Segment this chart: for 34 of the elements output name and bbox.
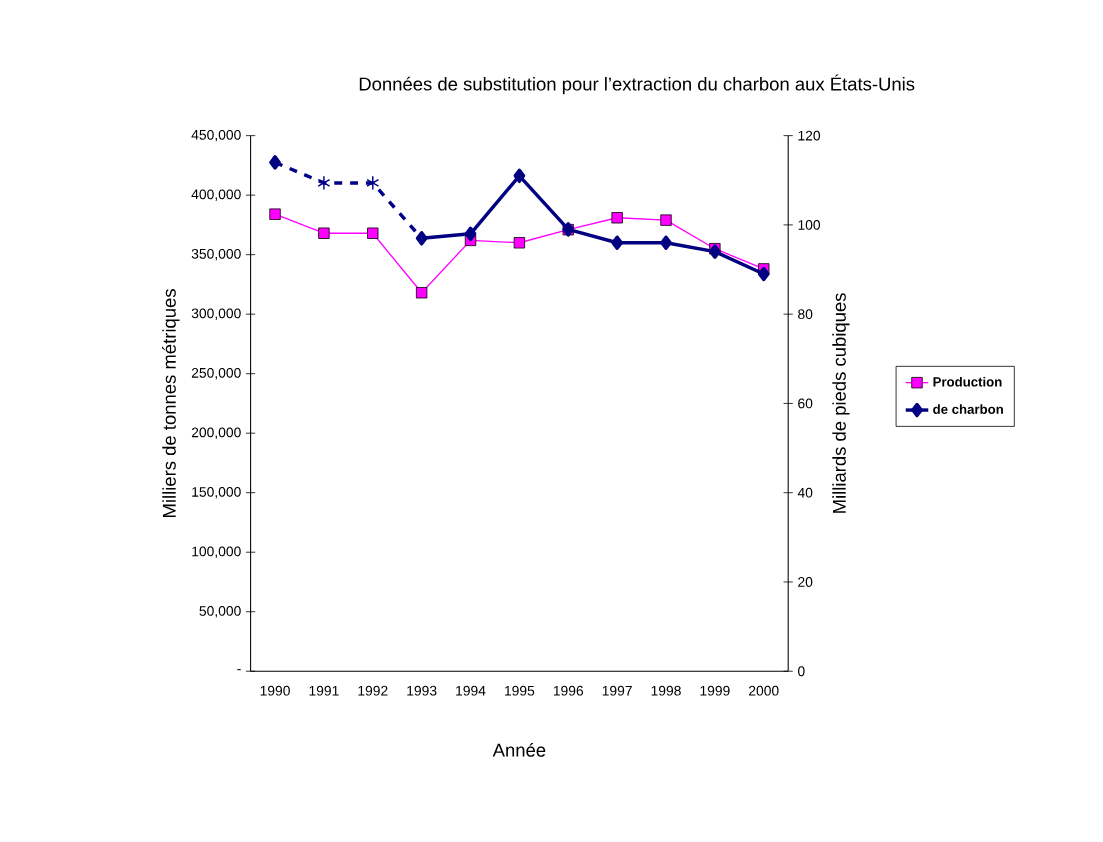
y2-tick-label: 80: [798, 309, 813, 320]
x-tick-label: 1996: [553, 686, 584, 696]
y-axis-title: Milliers de tonnes métriques: [162, 289, 180, 518]
y-tick-label: 350,000: [191, 249, 241, 261]
x-tick-label: 1999: [700, 686, 730, 696]
y-tick-label: 50,000: [199, 606, 241, 618]
y2-axis-title: Milliards de pieds cubiques: [832, 293, 850, 514]
chart-title: Données de substitution pour l’extraction du charbon aux États-Unis: [359, 74, 915, 95]
x-tick-label: 1994: [456, 686, 486, 696]
y2-tick-label: 100: [798, 220, 821, 231]
x-tick-label: 1995: [505, 686, 535, 696]
y2-tick-label: 20: [798, 577, 813, 588]
y-tick-label: 100,000: [192, 546, 241, 559]
x-tick-label: 1992: [358, 686, 388, 696]
y2-tick-label: 60: [798, 398, 813, 409]
legend-label: de charbon: [933, 404, 1003, 415]
x-tick-label: 1997: [602, 686, 632, 696]
y-tick-label: 450,000: [191, 130, 241, 142]
y-tick-label: 400,000: [191, 189, 241, 202]
legend-label: Production: [933, 377, 1002, 387]
y-tick-label: -: [237, 669, 241, 671]
y-tick-label: 150,000: [192, 487, 241, 499]
y-tick-label: 200,000: [191, 427, 241, 440]
y-tick-label: 250,000: [191, 368, 241, 380]
y2-tick-label: 40: [797, 488, 813, 498]
y2-tick-label: 0: [798, 666, 805, 677]
x-axis-title: Année: [492, 743, 546, 757]
y-tick-label: 300,000: [191, 308, 241, 321]
x-tick-label: 1991: [309, 686, 339, 696]
x-tick-label: 1993: [407, 686, 437, 696]
y2-tick-label: 120: [798, 130, 821, 141]
x-tick-label: 1990: [260, 686, 290, 696]
x-tick-label: 2000: [749, 686, 779, 696]
x-tick-label: 1998: [651, 686, 681, 696]
